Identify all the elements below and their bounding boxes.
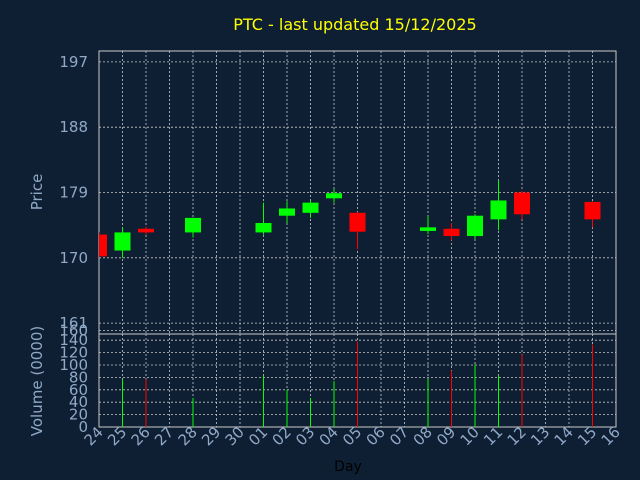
volume-tick-label: 140 (59, 331, 88, 349)
candle-body-down (443, 228, 460, 237)
candle-body-down (584, 201, 601, 220)
x-axis-label: Day (334, 459, 362, 475)
price-axis-label: Price (28, 174, 46, 211)
volume-tick-label: 80 (69, 368, 88, 386)
price-tick-label: 188 (59, 118, 88, 136)
price-tick-label: 170 (59, 249, 88, 267)
candle-body-up (255, 222, 272, 233)
candle-body-up (326, 193, 342, 199)
price-tick-label: 197 (59, 53, 88, 71)
volume-tick-label: 40 (69, 393, 88, 411)
candle-body-up (114, 232, 131, 251)
volume-axis-label: Volume (0000) (28, 326, 46, 436)
price-tick-label: 179 (59, 184, 88, 202)
candle-body-up (185, 217, 201, 233)
candle-body-up (467, 215, 483, 237)
volume-tick-label: 120 (59, 344, 88, 362)
candle-body-down (349, 212, 366, 232)
x-axis: 2425262728293001020304050607080910111213… (81, 423, 624, 449)
volume-tick-label: 0 (78, 418, 88, 436)
candle-body-down (138, 228, 154, 233)
price-tick-label: 160 (59, 321, 88, 339)
volume-tick-label: 60 (69, 381, 88, 399)
volume-tick-label: 100 (59, 356, 88, 374)
chart-title: PTC - last updated 15/12/2025 (233, 15, 476, 34)
candle-body-up (279, 208, 295, 216)
candles (99, 180, 601, 258)
candle-body-down (99, 234, 107, 257)
candle-body-up (490, 200, 507, 220)
candle-body-down (514, 192, 530, 215)
candle-body-up (420, 227, 436, 231)
volume-tick-label: 20 (69, 406, 88, 424)
candle-body-up (302, 202, 319, 213)
price-tick-label: 161 (59, 314, 88, 332)
